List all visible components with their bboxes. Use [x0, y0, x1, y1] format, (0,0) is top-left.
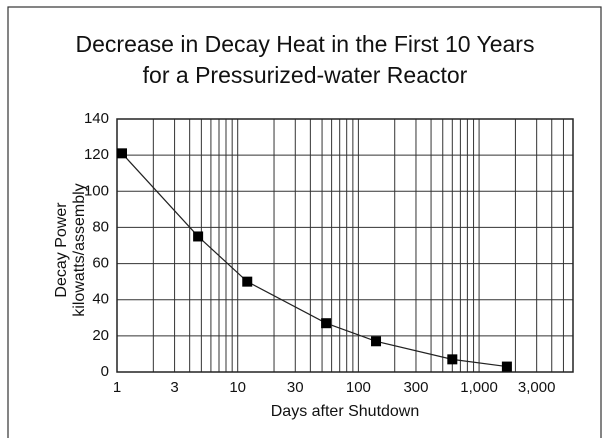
chart-title: Decrease in Decay Heat in the First 10 Y… — [76, 31, 535, 57]
y-axis-title: kilowatts/assembly — [71, 183, 88, 316]
x-tick-label: 100 — [346, 379, 371, 396]
marker — [193, 231, 204, 242]
y-tick-label: 100 — [84, 182, 109, 199]
marker — [371, 336, 382, 347]
y-tick-label: 0 — [101, 363, 109, 380]
marker — [501, 361, 512, 372]
x-axis-title: Days after Shutdown — [271, 403, 420, 420]
x-tick-label: 1 — [113, 379, 121, 396]
marker — [321, 318, 332, 329]
x-tick-label: 300 — [403, 379, 428, 396]
x-tick-label: 3 — [170, 379, 178, 396]
x-tick-label: 10 — [229, 379, 246, 396]
x-tick-label: 1,000 — [460, 379, 498, 396]
frame — [7, 6, 602, 438]
x-tick-label: 3,000 — [518, 379, 556, 396]
y-tick-label: 60 — [92, 255, 109, 272]
line — [121, 152, 507, 368]
marker — [447, 354, 458, 365]
x-tick-label: 30 — [287, 379, 304, 396]
y-tick-label: 120 — [84, 146, 109, 163]
y-tick-label: 140 — [84, 110, 109, 127]
marker — [116, 148, 127, 159]
chart-title: for a Pressurized-water Reactor — [143, 62, 468, 88]
marker — [242, 276, 253, 287]
y-tick-label: 40 — [92, 291, 109, 308]
y-axis-title: Decay Power — [53, 202, 70, 298]
plot-frame — [116, 118, 574, 373]
y-tick-label: 20 — [92, 327, 109, 344]
y-tick-label: 80 — [92, 218, 109, 235]
